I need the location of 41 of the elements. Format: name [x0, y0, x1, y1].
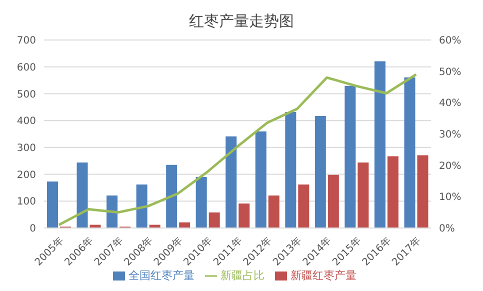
- legend-label: 新疆红枣产量: [290, 269, 356, 282]
- y-tick-label: 500: [16, 89, 36, 100]
- y2-tick-label: 20%: [439, 160, 462, 172]
- bar: [106, 196, 118, 228]
- bar: [328, 174, 339, 228]
- bar: [404, 77, 416, 228]
- bar: [374, 61, 386, 228]
- bar: [387, 156, 398, 228]
- bar: [226, 136, 237, 228]
- y2-tick-label: 10%: [439, 192, 462, 204]
- y-tick-label: 400: [16, 116, 36, 128]
- y2-tick-label: 30%: [439, 130, 462, 141]
- bar: [166, 164, 178, 228]
- y-tick-label: 700: [16, 36, 36, 47]
- y-tick-label: 200: [16, 170, 36, 181]
- legend-label: 全国红枣产量: [128, 269, 194, 282]
- chart-title: 红枣产量走势图: [188, 11, 295, 32]
- y-tick-label: 300: [16, 142, 36, 154]
- y2-tick-label: 50%: [439, 66, 462, 78]
- bar: [358, 162, 369, 228]
- bar: [417, 155, 428, 228]
- y2-tick-label: 40%: [439, 98, 462, 110]
- bar: [268, 196, 280, 228]
- y-tick-label: 600: [16, 62, 36, 74]
- y2-tick-label: 0%: [439, 224, 455, 235]
- bar: [285, 112, 296, 228]
- y-tick-label: 100: [16, 196, 36, 208]
- y-tick-label: 0: [30, 224, 36, 235]
- bar: [196, 176, 207, 228]
- bar: [208, 212, 220, 228]
- bar: [238, 204, 250, 228]
- bar: [298, 184, 310, 228]
- bar: [344, 86, 356, 228]
- bar: [136, 184, 148, 228]
- y2-tick-label: 60%: [439, 36, 462, 47]
- line-series: [58, 73, 418, 226]
- bar: [76, 162, 88, 228]
- legend-label: 新疆占比: [220, 269, 264, 282]
- bar: [255, 131, 266, 228]
- bar: [314, 116, 326, 228]
- bar: [47, 182, 58, 228]
